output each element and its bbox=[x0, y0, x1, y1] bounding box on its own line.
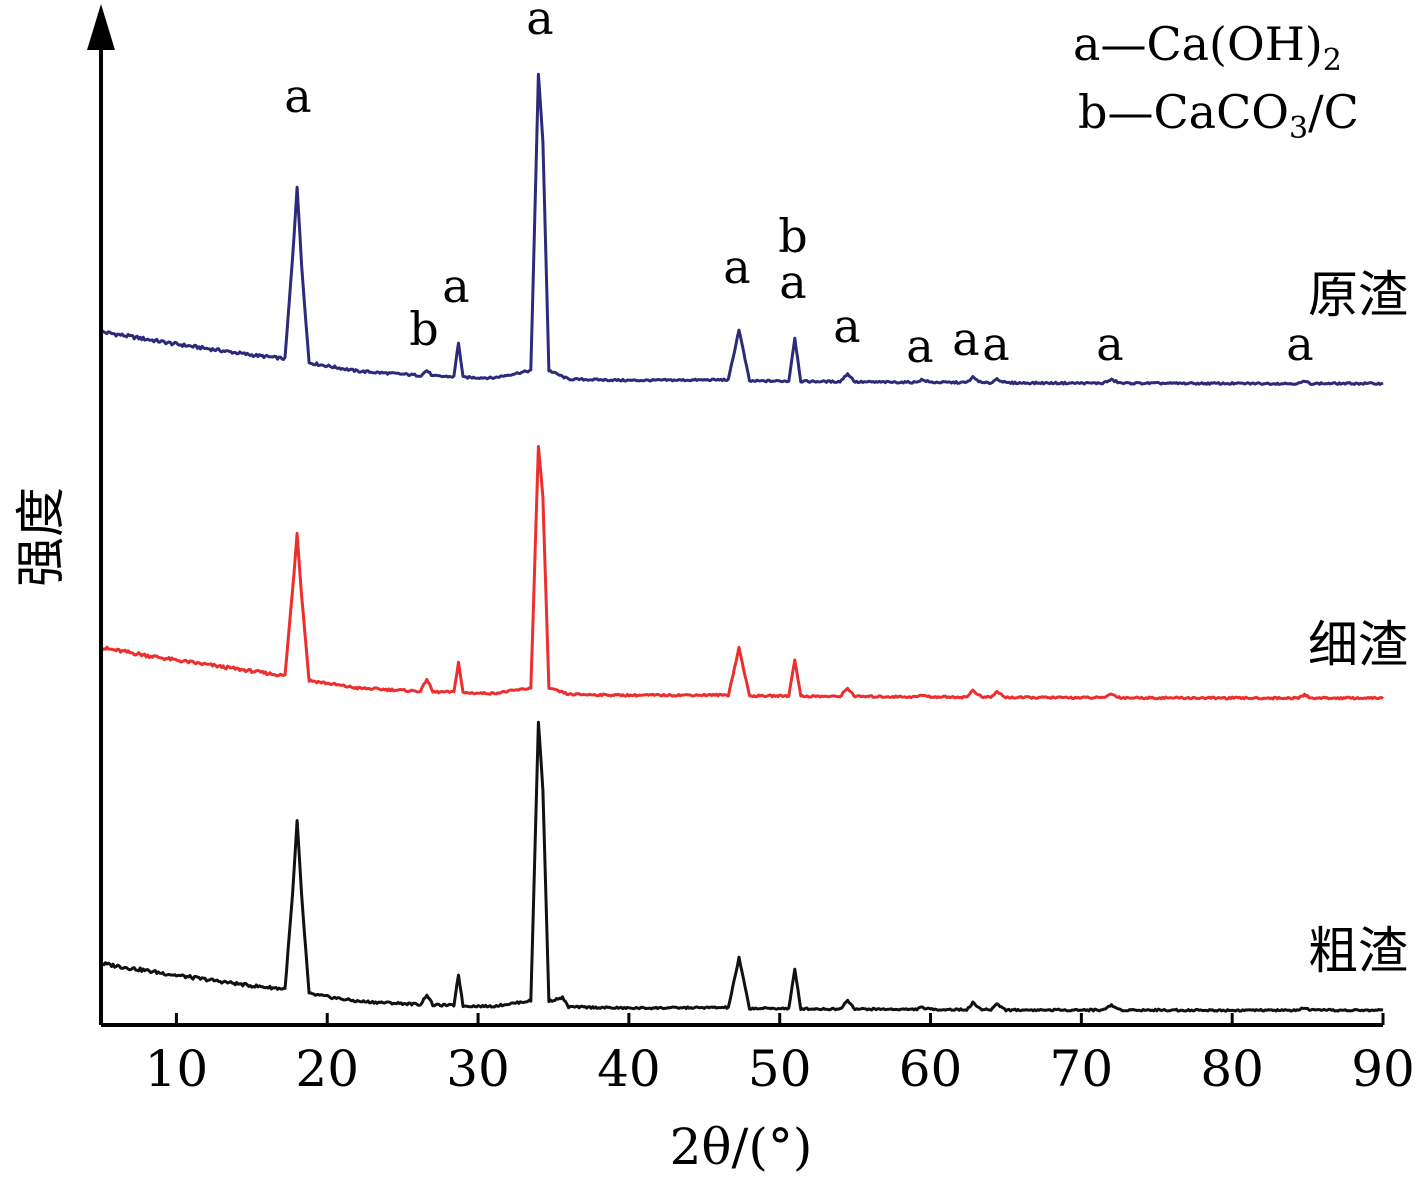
legend: a—Ca(OH)2 b—CaCO3/C bbox=[1073, 17, 1359, 146]
axes bbox=[87, 4, 1383, 1027]
x-tick-label-60: 60 bbox=[899, 1040, 963, 1098]
peak-label-11-1: a bbox=[1096, 317, 1123, 371]
peak-label-3-1: a bbox=[442, 259, 469, 313]
x-tick-label-70: 70 bbox=[1050, 1040, 1114, 1098]
series-label-1: 原渣 bbox=[1308, 266, 1408, 324]
x-axis-title: 2θ/(°) bbox=[670, 1118, 813, 1176]
series-line-1 bbox=[99, 72, 1384, 386]
peak-label-9-1: a bbox=[952, 312, 979, 366]
peak-label-8-1: a bbox=[906, 319, 933, 373]
legend-entry-b: b—CaCO3/C bbox=[1078, 85, 1359, 146]
series-label-2: 细渣 bbox=[1308, 616, 1408, 674]
y-axis-arrow-icon bbox=[87, 4, 115, 50]
x-tick-label-40: 40 bbox=[597, 1040, 661, 1098]
series-line-2 bbox=[100, 445, 1384, 701]
legend-entry-a: a—Ca(OH)2 bbox=[1073, 17, 1342, 78]
peak-label-2-1: b bbox=[409, 302, 438, 356]
peak-label-12-1: a bbox=[1286, 317, 1313, 371]
peak-label-7-1: a bbox=[833, 299, 860, 353]
peak-label-6-2: a bbox=[779, 255, 806, 309]
series-label-3: 粗渣 bbox=[1308, 922, 1408, 980]
x-tick-label-10: 10 bbox=[145, 1040, 209, 1098]
peak-label-5-1: a bbox=[723, 240, 750, 294]
x-tick-label-30: 30 bbox=[446, 1040, 510, 1098]
series-group bbox=[99, 72, 1384, 1013]
x-tick-label-20: 20 bbox=[295, 1040, 359, 1098]
peak-label-1-1: a bbox=[284, 69, 311, 123]
x-ticks: 10 20 30 40 50 60 70 80 90 bbox=[145, 1013, 1415, 1098]
series-line-3 bbox=[100, 720, 1384, 1013]
peak-label-10-1: a bbox=[982, 317, 1009, 371]
x-tick-label-90: 90 bbox=[1351, 1040, 1415, 1098]
peak-label-6-1: b bbox=[778, 209, 807, 263]
x-tick-label-50: 50 bbox=[748, 1040, 812, 1098]
x-tick-label-80: 80 bbox=[1200, 1040, 1264, 1098]
peak-label-4-1: a bbox=[526, 0, 553, 45]
y-axis-title: 强度 bbox=[12, 487, 70, 587]
